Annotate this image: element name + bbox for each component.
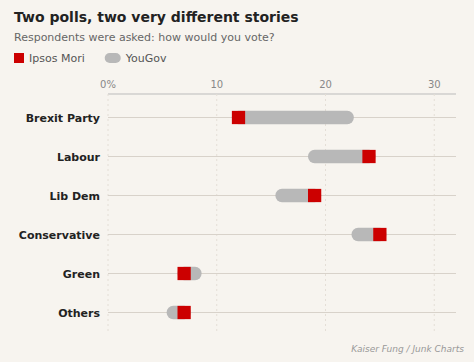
legend-label: YouGov	[125, 52, 167, 65]
category-label: Brexit Party	[26, 112, 100, 125]
ipsos-marker	[177, 267, 190, 280]
yougov-pill	[308, 150, 376, 163]
legend-swatch	[105, 53, 121, 63]
x-tick-label: 0%	[100, 79, 116, 90]
category-line	[108, 273, 456, 274]
yougov-pill	[177, 267, 201, 280]
category-line	[108, 156, 456, 157]
category-label: Lib Dem	[49, 190, 100, 203]
x-tick-label: 10	[210, 79, 223, 90]
ipsos-marker	[232, 111, 245, 124]
marks	[167, 111, 387, 319]
x-grid-line	[325, 94, 326, 332]
x-axis-line	[108, 94, 456, 95]
chart: Two polls, two very different stories Res…	[0, 0, 474, 362]
legend-label: Ipsos Mori	[29, 52, 85, 65]
title: Two polls, two very different stories	[14, 9, 299, 25]
x-grid-line	[108, 94, 109, 332]
category-line	[108, 234, 456, 235]
credit: Kaiser Fung / Junk Charts	[351, 344, 464, 354]
ipsos-marker	[362, 150, 375, 163]
category-line	[108, 312, 456, 313]
yougov-pill	[232, 111, 354, 124]
yougov-pill	[275, 189, 321, 202]
legend: Ipsos Mori YouGov	[14, 52, 167, 65]
category-label: Green	[63, 268, 100, 281]
ipsos-marker	[373, 228, 386, 241]
category-label: Others	[58, 307, 100, 320]
x-grid-line	[216, 94, 217, 332]
yougov-pill	[167, 306, 191, 319]
subtitle: Respondents were asked: how would you vo…	[14, 31, 275, 44]
category-label: Conservative	[19, 229, 100, 242]
x-tick-label: 20	[319, 79, 332, 90]
legend-swatch	[14, 53, 24, 63]
category-label: Labour	[57, 151, 101, 164]
ipsos-marker	[177, 306, 190, 319]
yougov-pill	[351, 228, 386, 241]
x-grid-line	[434, 94, 435, 332]
ipsos-marker	[308, 189, 321, 202]
x-tick-label: 30	[428, 79, 441, 90]
